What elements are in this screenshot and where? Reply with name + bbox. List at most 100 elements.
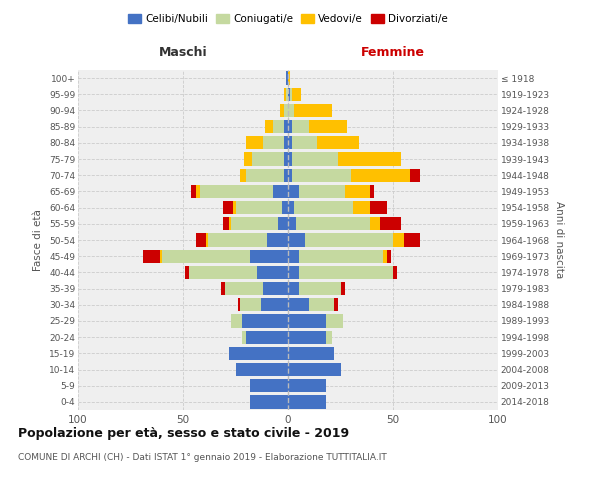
Bar (292, 152, 338, 166)
Bar (288, 298, 309, 312)
Bar (232, 314, 242, 328)
Bar (280, 104, 284, 117)
Bar (221, 282, 225, 295)
Bar (244, 152, 252, 166)
Bar (309, 120, 347, 134)
Bar (288, 346, 334, 360)
Bar (288, 396, 326, 408)
Bar (225, 282, 263, 295)
Bar (250, 396, 288, 408)
Bar (326, 330, 332, 344)
Bar (284, 120, 288, 134)
Bar (229, 217, 232, 230)
Bar (299, 266, 393, 279)
Bar (238, 298, 240, 312)
Bar (284, 88, 286, 101)
Bar (326, 314, 343, 328)
Bar (229, 346, 288, 360)
Bar (160, 250, 162, 263)
Bar (274, 120, 284, 134)
Bar (370, 185, 374, 198)
Bar (235, 363, 288, 376)
Bar (274, 185, 288, 198)
Bar (393, 266, 397, 279)
Bar (299, 282, 341, 295)
Bar (143, 250, 160, 263)
Bar (257, 266, 288, 279)
Bar (288, 168, 292, 182)
Bar (292, 120, 309, 134)
Bar (253, 152, 284, 166)
Bar (299, 250, 383, 263)
Bar (299, 185, 344, 198)
Text: Femmine: Femmine (361, 46, 425, 59)
Bar (338, 152, 401, 166)
Bar (265, 120, 274, 134)
Bar (208, 234, 267, 246)
Bar (185, 266, 189, 279)
Bar (235, 201, 282, 214)
Y-axis label: Anni di nascita: Anni di nascita (554, 202, 564, 278)
Bar (284, 168, 288, 182)
Text: Popolazione per età, sesso e stato civile - 2019: Popolazione per età, sesso e stato civil… (18, 428, 349, 440)
Bar (351, 168, 410, 182)
Bar (288, 136, 292, 149)
Bar (292, 136, 317, 149)
Bar (240, 168, 246, 182)
Bar (223, 217, 229, 230)
Bar (353, 201, 370, 214)
Bar (288, 234, 305, 246)
Bar (288, 120, 292, 134)
Bar (162, 250, 250, 263)
Bar (404, 234, 420, 246)
Bar (246, 136, 263, 149)
Bar (263, 136, 284, 149)
Bar (288, 201, 295, 214)
Bar (277, 217, 288, 230)
Bar (309, 298, 334, 312)
Bar (288, 363, 341, 376)
Bar (242, 330, 246, 344)
Bar (190, 266, 257, 279)
Bar (250, 379, 288, 392)
Bar (196, 185, 200, 198)
Bar (288, 282, 299, 295)
Bar (260, 298, 288, 312)
Bar (282, 201, 288, 214)
Bar (206, 234, 208, 246)
Bar (387, 250, 391, 263)
Legend: Celibi/Nubili, Coniugati/e, Vedovi/e, Divorziati/e: Celibi/Nubili, Coniugati/e, Vedovi/e, Di… (124, 10, 452, 29)
Bar (200, 185, 274, 198)
Bar (393, 234, 404, 246)
Bar (370, 201, 387, 214)
Bar (345, 185, 370, 198)
Bar (233, 201, 235, 214)
Bar (288, 88, 290, 101)
Bar (290, 88, 292, 101)
Bar (295, 201, 353, 214)
Bar (370, 217, 380, 230)
Bar (288, 266, 299, 279)
Bar (288, 185, 299, 198)
Bar (250, 250, 288, 263)
Bar (288, 72, 290, 85)
Bar (196, 234, 206, 246)
Bar (191, 185, 196, 198)
Bar (341, 282, 344, 295)
Bar (334, 298, 338, 312)
Bar (242, 314, 288, 328)
Bar (380, 217, 401, 230)
Bar (284, 136, 288, 149)
Bar (286, 88, 288, 101)
Bar (288, 314, 326, 328)
Bar (284, 104, 288, 117)
Bar (246, 168, 284, 182)
Bar (288, 250, 299, 263)
Bar (246, 330, 288, 344)
Bar (295, 104, 332, 117)
Bar (286, 72, 288, 85)
Bar (383, 250, 387, 263)
Bar (263, 282, 288, 295)
Bar (267, 234, 288, 246)
Text: Maschi: Maschi (158, 46, 208, 59)
